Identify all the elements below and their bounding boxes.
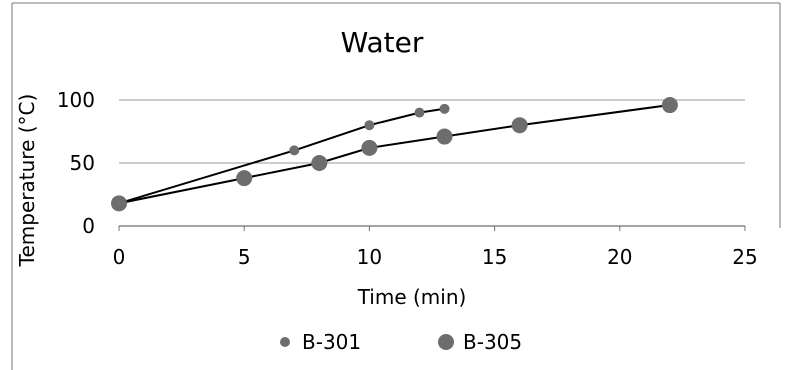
series-b-305: [111, 97, 678, 212]
legend-marker: [438, 334, 454, 350]
y-tick-label: 100: [57, 88, 95, 112]
data-point: [511, 117, 528, 134]
y-tick-label: 50: [70, 151, 95, 175]
x-tick-labels: 0 5 10 15 20 25: [113, 245, 758, 269]
legend-marker: [280, 337, 290, 347]
data-point: [364, 120, 375, 131]
data-point: [439, 103, 450, 114]
x-tick-label: 15: [482, 245, 507, 269]
data-point: [436, 128, 453, 145]
x-axis-title: Time (min): [357, 285, 467, 309]
chart-title: Water: [341, 26, 424, 59]
data-point: [289, 145, 300, 156]
series-b-301: [114, 103, 450, 209]
y-tick-label: 0: [82, 214, 95, 238]
series: [111, 97, 678, 212]
grid: [118, 99, 746, 231]
data-point: [311, 155, 328, 171]
legend: B-301 B-305: [280, 330, 522, 354]
data-point: [111, 195, 127, 212]
data-point: [661, 97, 678, 114]
data-point: [414, 107, 425, 118]
legend-label: B-305: [463, 330, 522, 354]
x-tick-label: 25: [732, 245, 757, 269]
y-axis-title: Temperature (°C): [15, 94, 39, 268]
legend-label: B-301: [302, 330, 361, 354]
x-tick-label: 5: [238, 245, 251, 269]
x-tick-label: 10: [357, 245, 382, 269]
data-point: [236, 170, 253, 187]
y-tick-labels: 0 50 100: [57, 88, 95, 238]
series-line: [118, 107, 445, 205]
data-point: [361, 139, 378, 156]
x-tick-label: 20: [607, 245, 632, 269]
x-tick-label: 0: [113, 245, 126, 269]
